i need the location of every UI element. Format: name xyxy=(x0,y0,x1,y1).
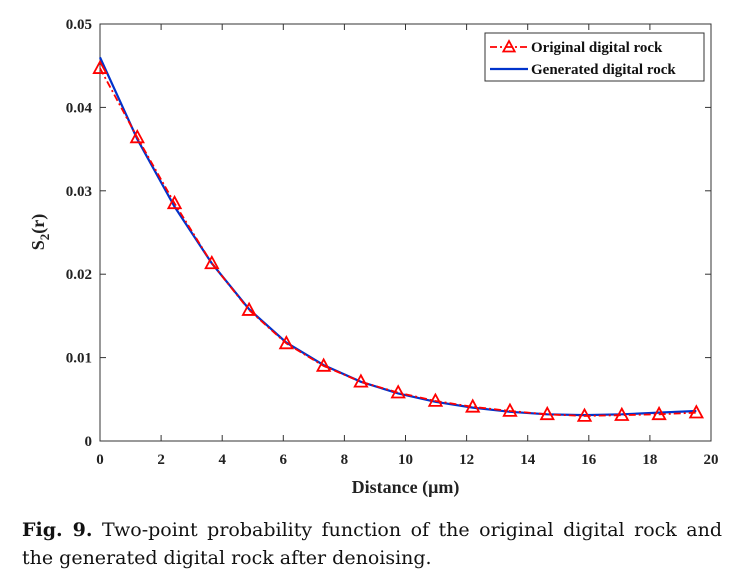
data-point-original xyxy=(502,402,518,417)
x-tick-label: 10 xyxy=(398,452,413,468)
x-tick-label: 0 xyxy=(96,452,104,468)
y-axis-label: S2(r) xyxy=(28,214,52,251)
series-line-generated xyxy=(98,56,697,417)
data-point-original xyxy=(204,254,220,270)
data-point-original xyxy=(278,335,295,350)
legend-label-generated: Generated digital rock xyxy=(531,62,676,78)
data-point-original xyxy=(241,301,257,316)
data-point-original xyxy=(315,357,332,372)
figure-caption: Fig. 9. Two-point probability function o… xyxy=(22,516,722,572)
y-tick-label: 0 xyxy=(85,434,93,450)
data-point-original xyxy=(166,194,183,210)
y-tick-label: 0.04 xyxy=(66,100,93,116)
x-tick-label: 8 xyxy=(341,452,349,468)
data-point-original xyxy=(614,406,630,421)
legend-marker-triangle xyxy=(501,39,517,53)
data-point-original xyxy=(353,373,369,388)
x-tick-label: 20 xyxy=(704,452,719,468)
y-tick-label: 0.03 xyxy=(66,184,92,200)
data-point-original xyxy=(465,398,481,413)
data-point-original xyxy=(129,129,145,144)
x-tick-label: 6 xyxy=(280,452,288,468)
legend-box xyxy=(484,32,705,82)
x-tick-label: 12 xyxy=(459,452,474,468)
caption-text: Two-point probability function of the or… xyxy=(22,519,722,569)
y-tick-label: 0.05 xyxy=(66,17,92,33)
data-point-original xyxy=(390,384,406,399)
x-tick-label: 4 xyxy=(218,452,226,468)
data-point-original xyxy=(651,405,667,421)
data-point-original xyxy=(576,407,593,422)
caption-label: Fig. 9. xyxy=(22,519,93,541)
y-tick-label: 0.01 xyxy=(66,351,92,367)
data-point-original xyxy=(539,405,555,421)
s2-chart: 0 2 4 6 8 10 12 14 16 18 20 0 0.01 0.02 0.03 0.04 0.05 O… xyxy=(28,17,719,498)
x-tick-label: 14 xyxy=(520,452,536,468)
series-line-original xyxy=(99,67,697,417)
data-point-original xyxy=(92,59,108,74)
x-tick-label: 2 xyxy=(157,452,165,468)
x-tick-label: 16 xyxy=(581,452,597,468)
data-point-original xyxy=(427,392,444,407)
y-tick-label: 0.02 xyxy=(66,267,92,283)
legend: Original digital rock Generated digital r… xyxy=(484,32,705,82)
x-axis-label: Distance (μm) xyxy=(352,477,460,498)
legend-label-original: Original digital rock xyxy=(531,40,663,56)
data-point-original xyxy=(688,404,705,419)
x-tick-label: 18 xyxy=(642,452,657,468)
